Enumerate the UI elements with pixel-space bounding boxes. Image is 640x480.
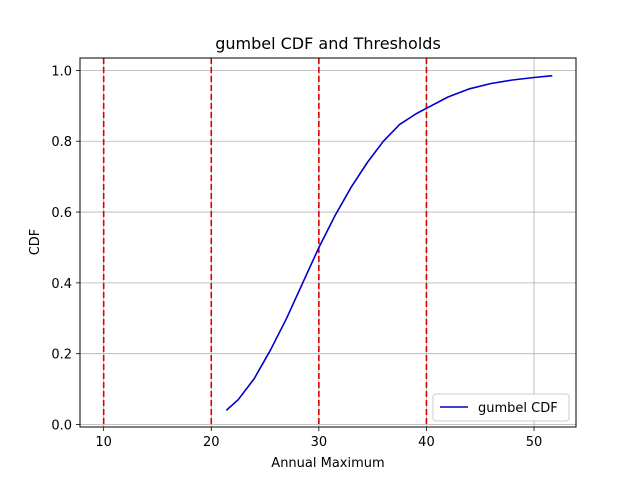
y-axis-label: CDF <box>28 229 43 256</box>
threshold-lines <box>102 58 428 427</box>
legend-box <box>432 393 570 422</box>
y-tick-label: 0.6 <box>51 206 72 221</box>
legend: gumbel CDF <box>432 393 570 422</box>
x-axis-label: Annual Maximum <box>271 456 384 471</box>
x-tick-label: 20 <box>203 435 220 450</box>
y-tick-label: 0.2 <box>51 348 72 363</box>
y-tick-label: 0.0 <box>51 419 72 434</box>
plot-frame <box>79 57 577 428</box>
x-tick-label: 40 <box>418 435 435 450</box>
x-tick-label: 30 <box>311 435 328 450</box>
y-tick-label: 1.0 <box>51 64 72 79</box>
y-tick-label: 0.4 <box>51 277 72 292</box>
legend-label: gumbel CDF <box>478 401 558 416</box>
x-axis-ticks: 10 20 30 40 50 <box>95 427 542 450</box>
chart-title: gumbel CDF and Thresholds <box>215 34 441 53</box>
grid <box>80 58 576 427</box>
x-tick-label: 10 <box>95 435 112 450</box>
series-line <box>225 74 553 411</box>
y-axis-ticks: 0.0 0.2 0.4 0.6 0.8 1.0 <box>51 64 80 434</box>
x-tick-label: 50 <box>526 435 543 450</box>
y-tick-label: 0.8 <box>51 135 72 150</box>
series-layer <box>225 74 553 411</box>
